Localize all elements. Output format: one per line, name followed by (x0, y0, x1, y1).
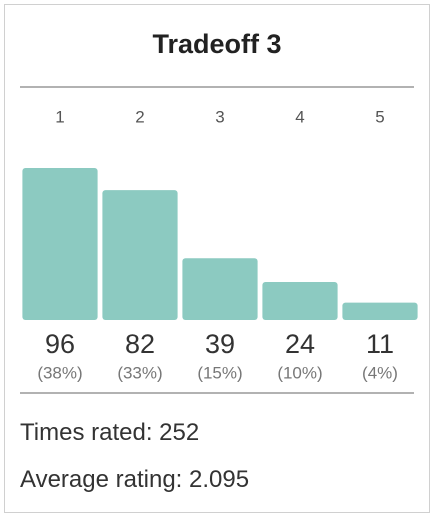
x-tick-label: 4 (295, 107, 304, 126)
value-label: 39 (205, 329, 235, 359)
percent-label: (4%) (362, 363, 398, 382)
average-rating-value: 2.095 (189, 466, 249, 493)
value-label: 11 (366, 329, 394, 359)
x-tick-label: 3 (215, 107, 224, 126)
value-label: 24 (285, 329, 315, 359)
average-rating-label: Average rating: (20, 466, 182, 493)
bar (262, 282, 338, 320)
bar (102, 190, 178, 320)
percent-label: (33%) (117, 363, 162, 382)
percent-label: (10%) (277, 363, 322, 382)
percent-label: (38%) (37, 363, 82, 382)
percent-label: (15%) (197, 363, 242, 382)
x-tick-label: 2 (135, 107, 144, 126)
value-label: 96 (45, 329, 75, 359)
x-tick-label: 5 (375, 107, 384, 126)
times-rated-label: Times rated: (20, 419, 152, 446)
times-rated-value: 252 (159, 419, 199, 446)
bar (182, 258, 258, 320)
bar (342, 302, 418, 320)
average-rating: Average rating: 2.095 (20, 466, 249, 493)
chart-title: Tradeoff 3 (152, 29, 281, 59)
bar (22, 168, 98, 320)
times-rated: Times rated: 252 (20, 419, 199, 446)
value-label: 82 (125, 329, 155, 359)
x-tick-label: 1 (55, 107, 64, 126)
